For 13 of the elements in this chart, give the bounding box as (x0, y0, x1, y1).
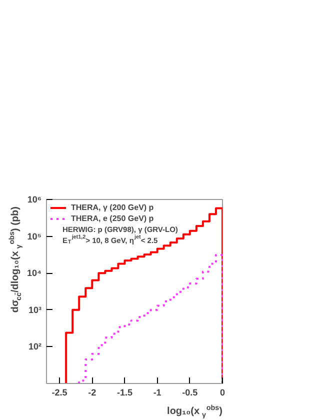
x-tick-label: 0 (220, 388, 226, 398)
x-tick-label: -0.5 (182, 388, 198, 398)
y-tick-label: 10⁴ (27, 268, 42, 278)
y-tick-label: 10² (28, 342, 42, 352)
y-tick-label: 10⁵ (27, 231, 42, 242)
x-tick-label: -1 (153, 388, 162, 398)
x-tick-label: -1.5 (116, 388, 132, 398)
y-tick-label: 10³ (28, 304, 42, 315)
x-tick-label: -2 (88, 388, 96, 398)
legend-label: THERA, γ (200 GeV) p (71, 203, 154, 212)
x-tick-label: -2.5 (52, 388, 68, 398)
legend-label: THERA, e (250 GeV) p (71, 214, 154, 223)
y-tick-label: 10⁶ (27, 194, 42, 204)
